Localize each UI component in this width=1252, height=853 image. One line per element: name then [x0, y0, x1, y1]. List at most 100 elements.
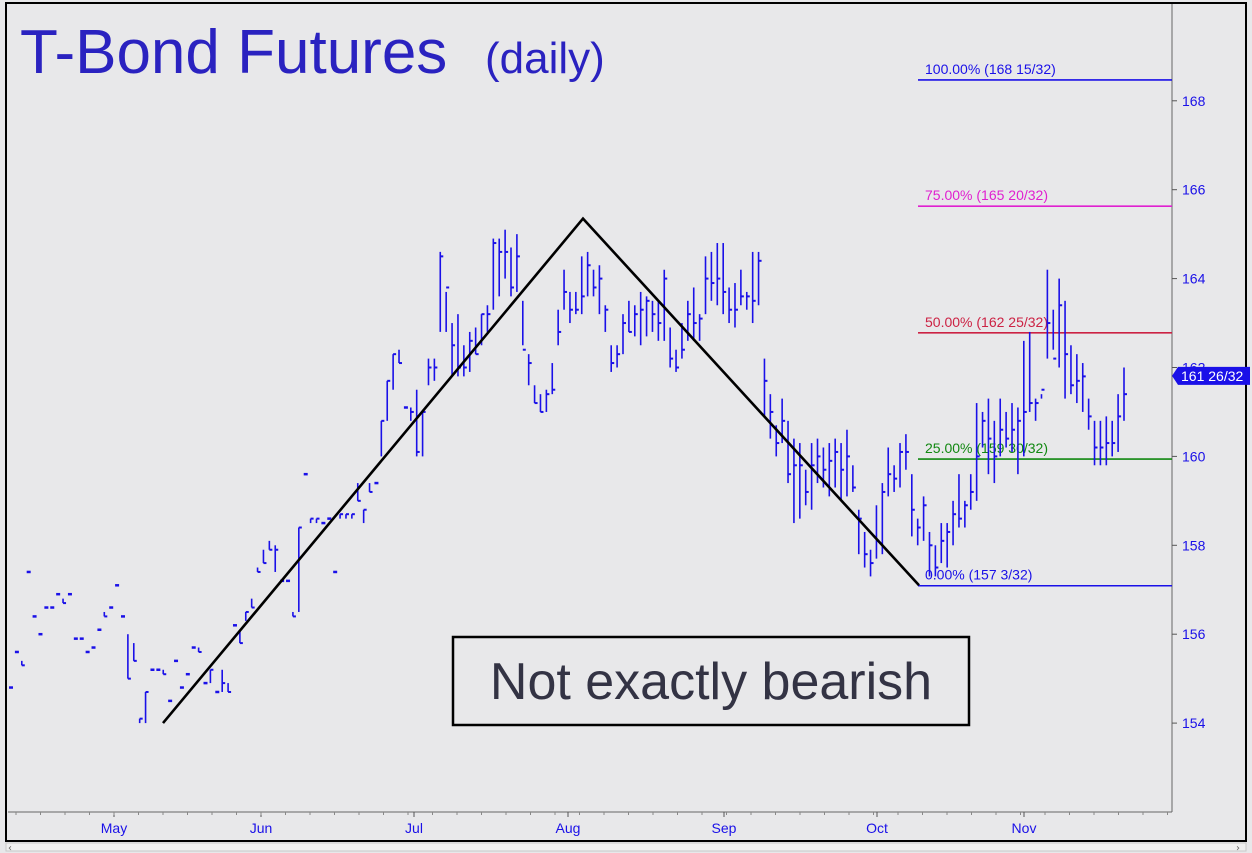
ohlc-bar — [740, 269, 744, 306]
ohlc-bar — [598, 265, 603, 315]
ohlc-bar — [793, 438, 797, 524]
ohlc-bar — [604, 305, 609, 332]
ohlc-bar — [386, 379, 391, 421]
ohlc-bar — [804, 469, 809, 506]
chart-title: T-Bond Futures — [20, 18, 447, 87]
price-badge-shape — [1172, 366, 1250, 385]
ohlc-bar — [1111, 420, 1116, 457]
ohlc-bar — [433, 358, 438, 381]
ohlc-bar — [250, 598, 255, 609]
ohlc-bar — [545, 389, 550, 412]
ohlc-bar — [262, 549, 267, 565]
annotation-text: Not exactly bearish — [490, 653, 932, 711]
ohlc-bar — [356, 483, 361, 502]
ohlc-bar — [380, 419, 385, 457]
ohlc-bar — [498, 238, 503, 297]
ohlc-bar — [751, 251, 756, 324]
ohlc-bar — [681, 323, 685, 359]
ohlc-bar — [1022, 340, 1027, 457]
ohlc-bar — [1099, 420, 1104, 466]
ohlc-bar — [138, 717, 143, 724]
ohlc-bar — [911, 474, 915, 537]
ohlc-bar — [268, 540, 273, 551]
x-tick-label: Sep — [712, 820, 737, 836]
scroll-left-icon[interactable]: ‹ — [8, 843, 12, 853]
ohlc-bar — [698, 314, 703, 341]
ohlc-bar — [899, 443, 904, 488]
price-badge-label: 161 26/32 — [1181, 368, 1243, 384]
ohlc-bar — [144, 690, 149, 724]
ohlc-bar — [722, 243, 727, 315]
ohlc-bar — [1058, 278, 1063, 368]
ohlc-bar — [415, 389, 420, 457]
ohlc-bar — [162, 669, 167, 676]
ohlc-bar — [734, 283, 738, 328]
ohlc-bar — [616, 345, 621, 368]
ohlc-bar — [987, 398, 992, 475]
annotation-box — [451, 635, 971, 727]
ohlc-bar — [492, 238, 497, 310]
y-tick-label: 158 — [1182, 537, 1206, 553]
trendline — [162, 216, 920, 724]
ohlc-bar — [504, 229, 509, 279]
ohlc-bar — [1105, 416, 1110, 466]
x-tick-label: Jun — [250, 820, 273, 836]
ohlc-bar — [905, 434, 909, 470]
ohlc-bar — [999, 398, 1004, 457]
ohlc-bar — [427, 358, 432, 386]
y-axis: 154156158160162164166168 — [1172, 93, 1206, 731]
ohlc-bar — [410, 407, 414, 421]
ohlc-bar — [628, 300, 632, 333]
ohlc-bar — [1064, 300, 1069, 399]
scroll-right-icon[interactable]: › — [1236, 843, 1240, 853]
x-axis: May Jun Jul Aug Sep Oct Nov — [15, 812, 1168, 836]
outer-border — [5, 2, 1247, 842]
ohlc-bar — [486, 305, 491, 332]
ohlc-bar — [339, 513, 344, 519]
ohlc-bar — [468, 331, 473, 372]
y-tick-label: 168 — [1182, 93, 1206, 109]
ohlc-bar — [810, 443, 815, 510]
ohlc-bar — [846, 429, 850, 497]
ohlc-bar — [669, 327, 674, 368]
ohlc-bar — [132, 643, 137, 662]
ohlc-bar — [563, 269, 568, 310]
ohlc-bar — [315, 517, 320, 524]
ohlc-bar — [745, 291, 750, 310]
scrollbar[interactable]: ‹ › — [5, 842, 1247, 853]
ohlc-bar — [580, 256, 585, 315]
ohlc-bar — [1117, 394, 1122, 452]
x-tick-label: Jul — [405, 820, 423, 836]
ohlc-bar — [1081, 363, 1086, 412]
ohlc-bar — [1087, 398, 1092, 430]
ohlc-bar — [657, 300, 662, 341]
ohlc-bar — [439, 251, 444, 332]
ohlc-bar — [451, 323, 456, 377]
fib-label: 75.00% (165 20/32) — [925, 187, 1048, 203]
x-tick-label: Oct — [866, 820, 888, 836]
ohlc-bar — [952, 500, 957, 546]
ohlc-bar — [763, 358, 768, 417]
ohlc-bar — [852, 465, 856, 492]
ohlc-bar — [651, 300, 656, 332]
ohlc-bar — [1005, 411, 1010, 448]
fib-label: 50.00% (162 25/32) — [925, 314, 1048, 330]
fib-levels: 100.00% (168 15/32) 75.00% (165 20/32) 50.… — [918, 61, 1172, 587]
ohlc-bar — [244, 610, 249, 621]
ohlc-bar — [946, 523, 951, 568]
ohlc-bar — [728, 287, 733, 324]
ohlc-bar — [622, 314, 626, 355]
ohlc-bar — [221, 669, 226, 692]
ohlc-bar — [575, 291, 579, 315]
ohlc-bar — [710, 251, 715, 301]
ohlc-bar — [692, 287, 697, 341]
ohlc-bar — [981, 411, 986, 448]
y-tick-label: 156 — [1182, 626, 1206, 642]
ohlc-bar — [398, 349, 403, 365]
ohlc-bar — [474, 327, 479, 356]
y-tick-label: 154 — [1182, 715, 1206, 731]
ohlc-bar — [368, 483, 373, 493]
x-tick-label: Aug — [556, 820, 581, 836]
ohlc-bar — [757, 251, 762, 306]
scrollbar-track[interactable] — [5, 842, 1247, 852]
